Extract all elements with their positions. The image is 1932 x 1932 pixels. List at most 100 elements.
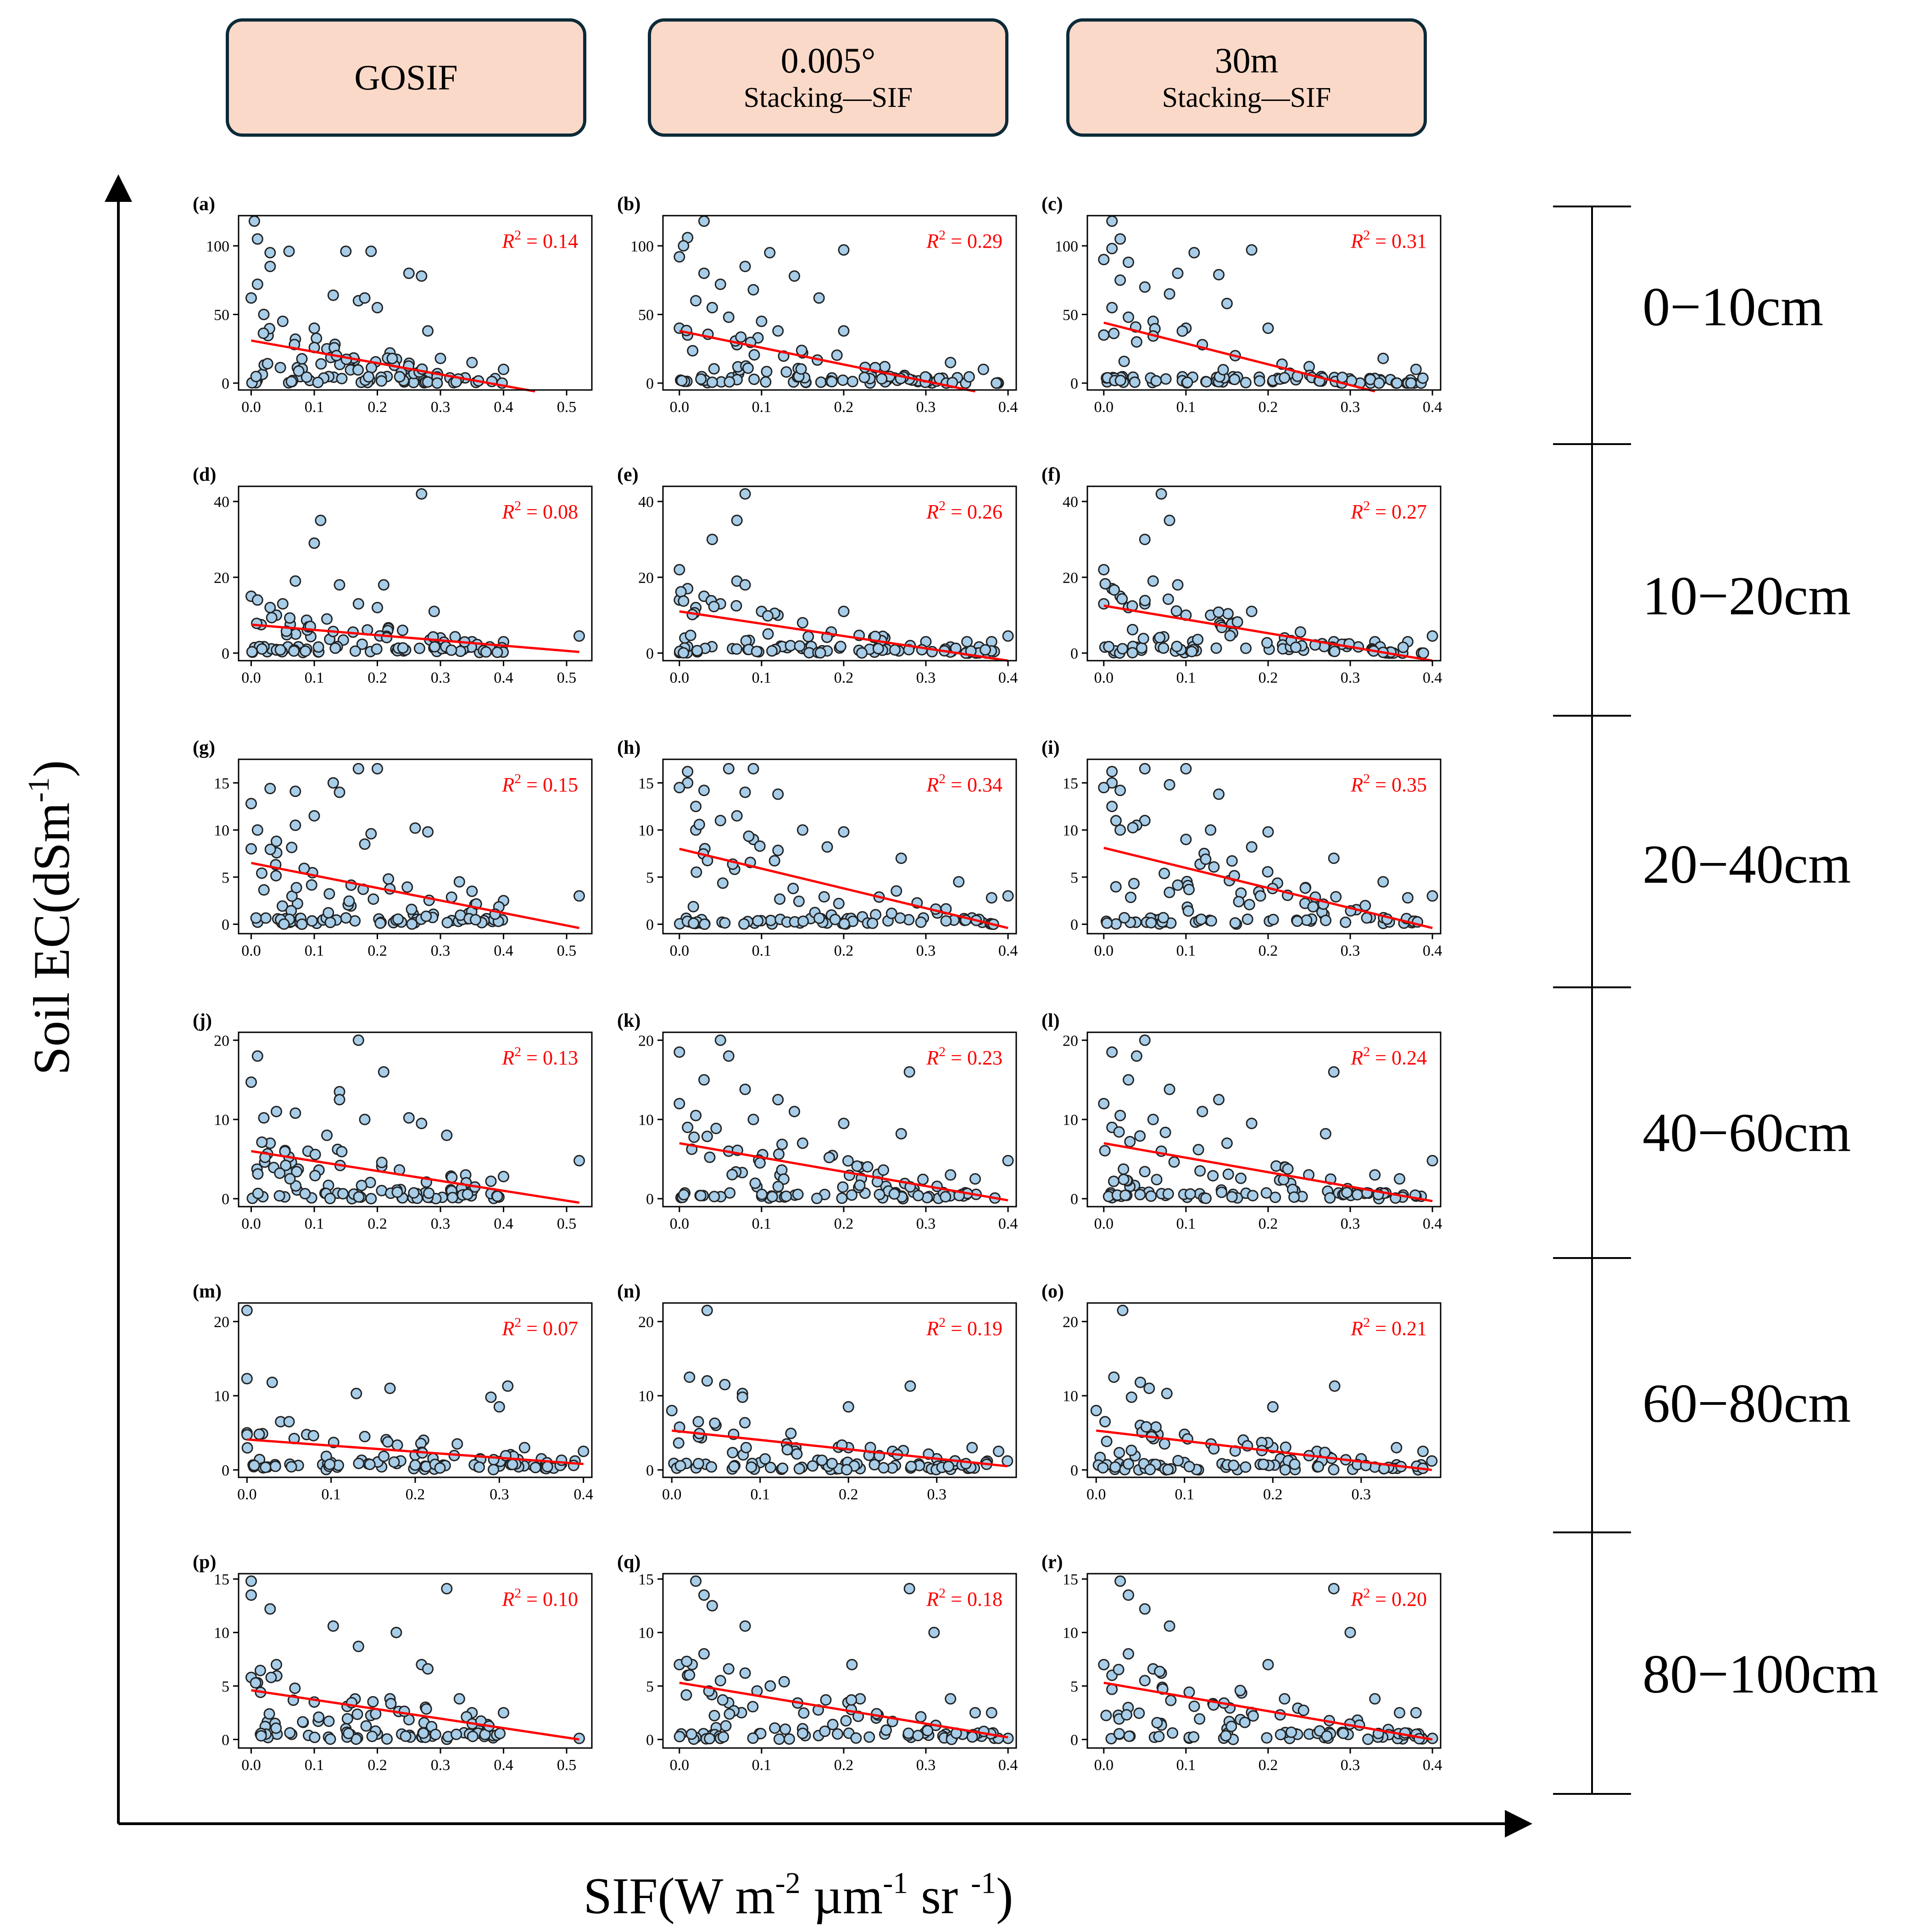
data-point [1158, 1438, 1170, 1450]
data-point [420, 910, 432, 922]
data-point [1135, 1376, 1146, 1388]
scatter-panel: 0.0 0.1 0.2 0.3 0.4 0 5 10 15 (h) R2 = 0.34 [617, 737, 1018, 959]
scatter-panel: 0.0 0.1 0.2 0.3 0.4 0 5 10 15(i) R2 = 0.35 [1041, 737, 1442, 959]
data-point [270, 870, 282, 882]
scatter-panel: 0.0 0.1 0.2 0.3 0.4 0 10 20(k) R2 = 0.23 [617, 1010, 1018, 1232]
x-tick-label: 0.2 [367, 1757, 387, 1774]
x-tick-label: 0.3 [927, 1486, 947, 1503]
data-point [724, 376, 735, 388]
x-tick-label: 0.1 [1176, 1215, 1196, 1232]
data-point [285, 376, 297, 388]
data-point [903, 1066, 915, 1078]
data-point [687, 901, 699, 913]
data-point [250, 371, 262, 383]
data-point [1098, 254, 1110, 266]
data-point [397, 642, 409, 654]
y-tick-label: 50 [1063, 306, 1078, 323]
y-tick-label: 15 [638, 775, 654, 792]
data-point [416, 488, 428, 500]
data-point [878, 1164, 889, 1176]
data-point [1118, 1174, 1130, 1186]
scatter-panel: 0.0 0.1 0.2 0.3 0 10 20 (n) R2 = 0.19 [617, 1281, 1017, 1503]
data-point [245, 1575, 257, 1587]
scatter-panel: 0.0 0.1 0.2 0.3 0.4 0.5 0 20 40 (d) R2 = 0.08 [193, 464, 593, 686]
data-point [772, 788, 784, 800]
y-tick-label: 0 [222, 1191, 229, 1208]
data-point [756, 1188, 768, 1200]
data-point [352, 598, 364, 610]
data-point [273, 1190, 285, 1202]
data-point [1307, 901, 1319, 913]
data-point [327, 290, 339, 301]
data-point [290, 1107, 301, 1119]
panel-label: (n) [617, 1281, 640, 1302]
data-point [736, 1391, 748, 1403]
data-point [720, 1720, 732, 1732]
data-point [384, 1382, 396, 1394]
data-point [1243, 899, 1255, 911]
x-tick-label: 0.1 [752, 669, 772, 686]
data-point [381, 1733, 393, 1745]
data-point [1391, 377, 1403, 389]
data-point [1125, 891, 1136, 903]
data-point [1192, 1144, 1204, 1156]
panel-label: (j) [193, 1010, 212, 1031]
data-point [485, 1391, 497, 1403]
data-point [912, 1190, 924, 1202]
data-point [772, 845, 784, 856]
data-point [269, 1460, 281, 1472]
data-point [1341, 1186, 1353, 1198]
data-point [1101, 917, 1113, 929]
data-point [685, 629, 696, 641]
x-tick-label: 0.1 [305, 942, 324, 959]
data-point [701, 1130, 713, 1142]
column-header-30m: 30m Stacking—SIF [1066, 18, 1427, 137]
data-point [1239, 1716, 1251, 1728]
panel-label: (k) [617, 1010, 640, 1031]
data-point [409, 822, 421, 834]
data-point [498, 363, 509, 375]
data-point [698, 1074, 710, 1086]
data-point [423, 1187, 435, 1199]
data-point [1299, 882, 1311, 894]
y-axis-title: Soil EC(dSm-1) [22, 760, 80, 1075]
data-point [1171, 640, 1183, 652]
data-point [277, 598, 289, 610]
data-point [248, 1459, 260, 1471]
x-tick-label: 0.1 [305, 669, 324, 686]
data-point [1207, 1170, 1219, 1182]
data-point [388, 1456, 400, 1468]
data-point [1213, 269, 1225, 281]
x-tick-label: 0.3 [916, 669, 936, 686]
data-point [739, 579, 751, 591]
x-tick-label: 0.0 [241, 669, 261, 686]
data-point [1114, 1575, 1126, 1587]
data-point [284, 1173, 296, 1185]
data-point [367, 893, 379, 905]
data-point [747, 1732, 759, 1744]
data-point [290, 819, 301, 831]
data-point [717, 877, 729, 889]
data-point [264, 1603, 276, 1615]
data-point [296, 918, 308, 930]
data-point [376, 375, 387, 387]
y-tick-label: 20 [638, 1032, 654, 1049]
data-point [833, 897, 845, 909]
data-point [1002, 1455, 1013, 1467]
data-point [823, 1152, 835, 1164]
data-point [706, 376, 718, 388]
data-point [680, 1689, 692, 1701]
plot-frame [238, 1573, 593, 1749]
data-point [1162, 1188, 1174, 1200]
data-point [779, 1723, 791, 1735]
data-point [1123, 1648, 1134, 1660]
data-point [372, 763, 383, 774]
data-point [541, 1461, 553, 1473]
data-point [352, 1034, 364, 1046]
data-point [334, 579, 345, 591]
data-point [1134, 1189, 1146, 1201]
data-point [797, 915, 809, 927]
data-point [1139, 763, 1151, 774]
data-point [1162, 1464, 1174, 1475]
x-tick-label: 0.5 [557, 942, 577, 959]
